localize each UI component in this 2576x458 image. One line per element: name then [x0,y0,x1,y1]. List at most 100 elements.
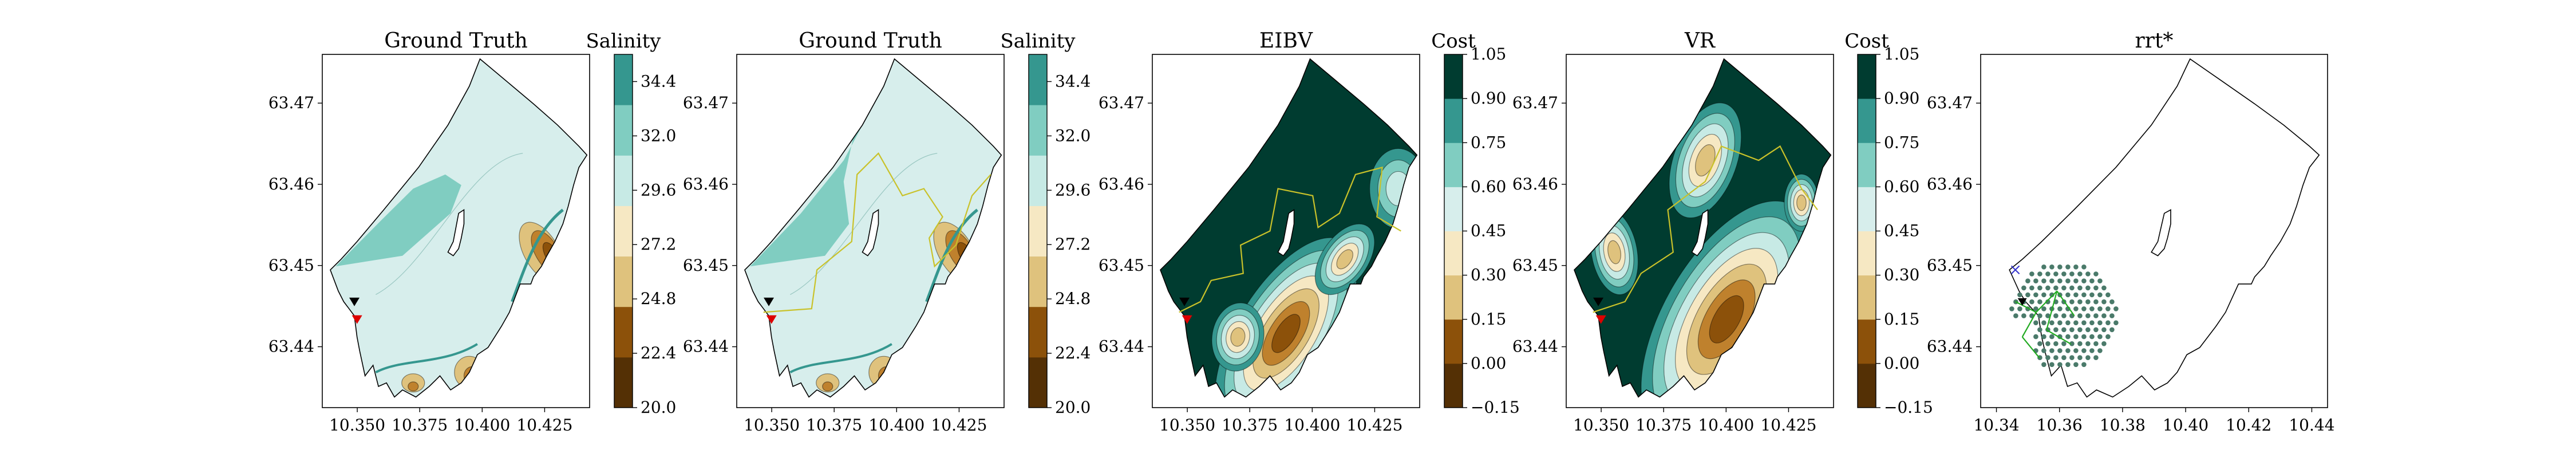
rrt-node [2093,313,2099,318]
colorbar-tick-label: 32.0 [641,126,676,145]
island [1691,209,1709,256]
rrt-node [2085,341,2091,346]
colorbar-band [1858,231,1876,276]
rrt-node [2057,306,2063,311]
start-marker [2017,298,2027,306]
rrt-node [2081,334,2087,339]
y-tick-label: 63.45 [1512,256,1558,275]
panel-title: Ground Truth [384,29,528,53]
rrt-node [2085,299,2091,305]
rrt-node [2037,299,2042,305]
rrt-node [2097,348,2103,353]
rrt-node [2097,334,2103,339]
rrt-node [2085,327,2091,333]
y-tick-label: 63.45 [683,256,729,275]
cost-contour [1385,171,1411,207]
rrt-node [2049,348,2055,353]
colorbar-band [1858,187,1876,231]
coastal-rim [925,208,978,302]
rrt-node [2097,320,2103,326]
colorbar-band [1029,256,1047,307]
rrt-node [2025,292,2030,298]
island [447,209,465,256]
rrt-node [2041,348,2046,353]
x-tick-label: 10.40 [2163,416,2208,435]
rrt-node [2077,327,2083,333]
y-tick-label: 63.47 [1927,93,1973,112]
axes-frame [736,54,1005,408]
cost-contour [1607,240,1621,264]
rrt-node [2093,271,2099,277]
rrt-node [2017,292,2022,298]
colorbar-tick-label: 34.4 [1055,72,1091,90]
rrt-node [2041,264,2046,270]
colorbar-tick-label: −0.15 [1884,398,1933,417]
rrt-node [2065,362,2071,368]
axes-frame [1566,54,1834,408]
cost-field [1160,59,1417,397]
rrt-node [2041,278,2046,284]
rrt-node [2081,362,2087,368]
colorbar-band [1858,98,1876,143]
colorbar-band [1858,363,1876,408]
rrt-node [2109,299,2115,305]
colorbar-tick-label: 24.8 [641,289,676,308]
start-marker [764,297,775,306]
colorbar-tick-label: 29.6 [641,180,676,199]
rrt-node [2073,348,2079,353]
rrt-node [2073,264,2079,270]
rrt-node [2065,292,2071,298]
island [2151,209,2171,256]
rrt-node [2093,341,2099,346]
rrt-node [2049,334,2055,339]
rrt-node [2061,271,2067,277]
rrt-node [2061,341,2067,346]
rrt-node [2037,341,2042,346]
boundary-outline [1574,58,1832,398]
colorbar-band [1858,54,1876,99]
y-tick-label: 63.45 [1927,256,1973,275]
colorbar-title: Cost [1431,30,1476,53]
colorbar-title: Cost [1844,30,1889,53]
colorbar-tick-label: 22.4 [1055,344,1091,362]
colorbar-tick-label: −0.15 [1471,398,1520,417]
colorbar-tick-label: 27.2 [1055,235,1091,254]
cost-contour [1796,194,1807,211]
rrt-node [2081,278,2087,284]
rrt-node [2053,271,2059,277]
colorbar-band [1029,306,1047,358]
rrt-node [2109,313,2115,318]
y-tick-label: 63.44 [683,337,729,356]
cost-field [1574,59,1831,397]
rrt-node [2069,299,2075,305]
colorbar-band [614,306,633,358]
x-tick-label: 10.44 [2289,416,2334,435]
colorbar-band [1444,54,1463,99]
axes-frame [1152,54,1420,408]
rrt-node [2085,271,2091,277]
rrt-node [2057,362,2063,368]
rrt-node [2045,285,2050,291]
boundary-outline [744,58,1002,398]
rrt-node [2089,320,2095,326]
y-tick-label: 63.46 [1099,175,1144,194]
x-tick-label: 10.400 [454,416,510,435]
coastal-rim [375,343,478,374]
boundary-outline [330,58,588,398]
colorbar-tick-label: 1.05 [1471,45,1506,64]
colorbar-frame [614,54,633,408]
y-tick-label: 63.44 [1099,337,1144,356]
colorbar-band [614,206,633,257]
rrt-node [2021,285,2026,291]
panel-title: VR [1684,29,1716,53]
colorbar-title: Salinity [586,30,662,53]
colorbar-tick-label: 0.90 [1471,89,1506,108]
colorbar-band [614,357,633,408]
rrt-node [2033,334,2038,339]
rrt-node [2069,327,2075,333]
cost-contour [1230,327,1246,347]
target-marker [351,315,362,324]
colorbar-tick-label: 0.60 [1884,177,1919,196]
colorbar-tick-label: 0.90 [1884,89,1919,108]
rrt-node [2093,299,2099,305]
